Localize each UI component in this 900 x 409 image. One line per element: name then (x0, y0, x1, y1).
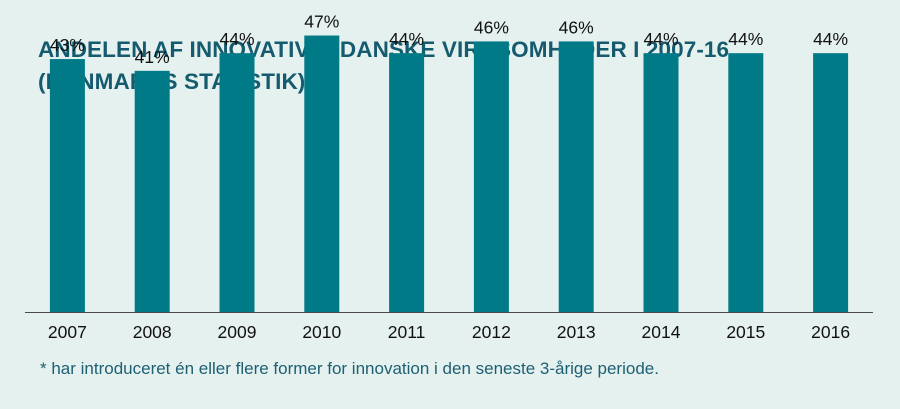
data-label-2010: 47% (304, 12, 339, 32)
data-label-2007: 43% (50, 35, 85, 55)
bar-2015 (728, 53, 764, 312)
bar-2009 (219, 53, 255, 312)
data-label-2011: 44% (389, 29, 424, 49)
chart-title: ANDELEN AF INNOVATIVE* DANSKE VIRKSOMHED… (38, 34, 858, 98)
x-tick-label-2011: 2011 (388, 322, 426, 342)
chart-title-line-1: ANDELEN AF INNOVATIVE* DANSKE VIRKSOMHED… (38, 37, 730, 62)
bar-2007 (49, 59, 85, 312)
x-tick-label-2007: 2007 (48, 322, 87, 342)
data-label-2014: 44% (643, 29, 678, 49)
footnote: * har introduceret én eller flere former… (40, 359, 659, 378)
data-label-2016: 44% (813, 29, 848, 49)
x-tick-label-2010: 2010 (302, 322, 341, 342)
bar-2013 (558, 41, 594, 312)
data-label-2012: 46% (474, 17, 509, 37)
bar-2010 (304, 35, 340, 312)
data-label-2009: 44% (219, 29, 254, 49)
x-tick-label-2014: 2014 (642, 322, 681, 342)
x-tick-label-2016: 2016 (811, 322, 850, 342)
data-label-2013: 46% (559, 17, 594, 37)
bar-2008 (134, 70, 170, 312)
bar-2011 (389, 53, 425, 312)
data-label-2008: 41% (135, 47, 170, 67)
x-tick-label-2009: 2009 (218, 322, 257, 342)
x-tick-label-2015: 2015 (726, 322, 765, 342)
bar-2012 (473, 41, 509, 312)
x-tick-label-2012: 2012 (472, 322, 511, 342)
x-tick-label-2013: 2013 (557, 322, 596, 342)
x-tick-label-2008: 2008 (133, 322, 172, 342)
bar-2016 (813, 53, 849, 312)
bar-2014 (643, 53, 679, 312)
data-label-2015: 44% (728, 29, 763, 49)
